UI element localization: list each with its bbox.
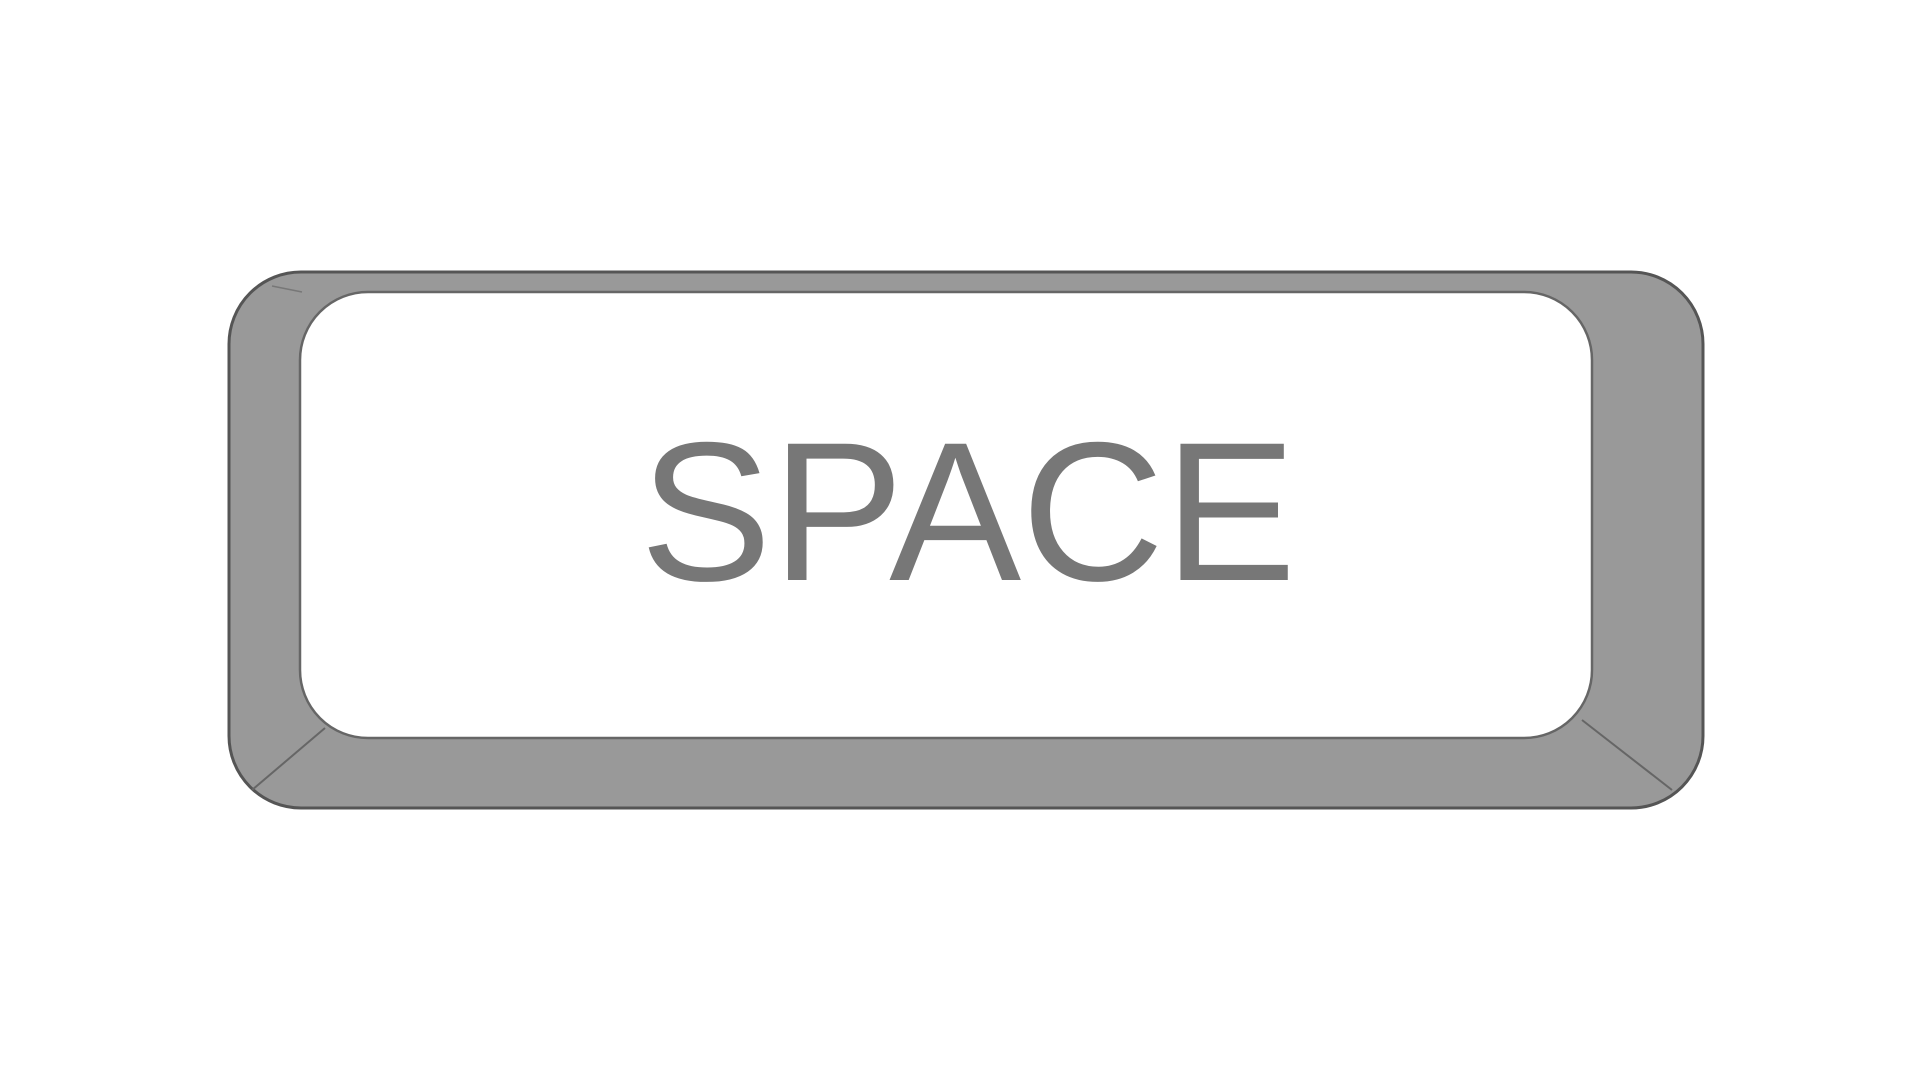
key-label: SPACE bbox=[640, 401, 1297, 622]
bevel-line-bottom-right bbox=[1581, 719, 1673, 791]
bevel-line-bottom-left bbox=[251, 727, 326, 791]
bevel-line-top-left bbox=[271, 285, 303, 293]
keycap-face bbox=[298, 290, 1594, 740]
